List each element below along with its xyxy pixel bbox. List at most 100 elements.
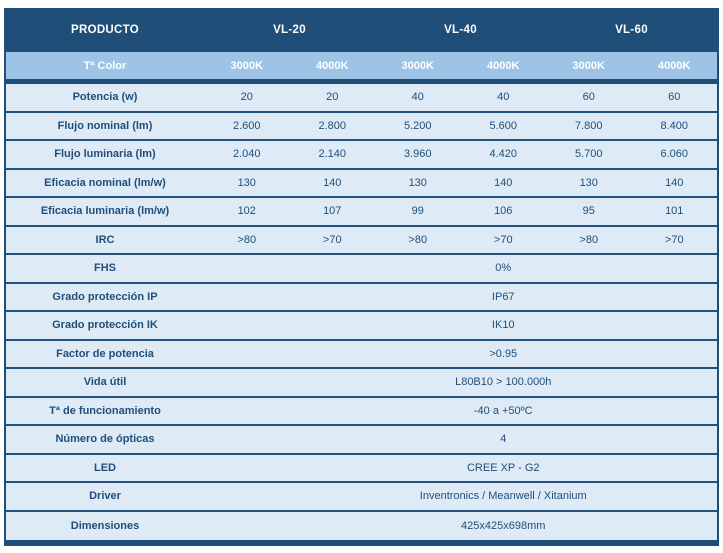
- value-cell: 130: [408, 176, 427, 189]
- spec-row-fhs: FHS 0%: [6, 255, 717, 284]
- row-label: Grado protección IP: [52, 290, 158, 303]
- value-cell: >80: [237, 233, 257, 246]
- value-cell: 40: [497, 91, 510, 104]
- temp-header-cell: 3000K: [230, 59, 263, 72]
- value-cell: 99: [411, 205, 424, 218]
- header-divider: [6, 79, 717, 84]
- row-label: Grado protección IK: [52, 319, 158, 332]
- merged-value-cell: 4: [500, 433, 507, 446]
- value-cell: 5.700: [574, 148, 603, 161]
- value-cell: 140: [323, 176, 342, 189]
- table-header-row: PRODUCTO VL-20 VL-40 VL-60: [6, 8, 717, 52]
- temp-header-cell: 3000K: [572, 59, 605, 72]
- row-label: Flujo luminaria (lm): [54, 148, 156, 161]
- row-label: Eficacia nominal (lm/w): [44, 176, 166, 189]
- product-vl20-header: VL-20: [273, 24, 306, 36]
- row-label: Flujo nominal (lm): [57, 119, 153, 132]
- value-cell: 130: [579, 176, 598, 189]
- value-cell: 6.060: [660, 148, 689, 161]
- temp-color-label: Tª Color: [83, 59, 127, 72]
- spec-row-numero-opticas: Número de ópticas 4: [6, 426, 717, 455]
- table-bottom-border: [6, 540, 717, 546]
- value-cell: 2.040: [232, 148, 261, 161]
- spec-row-potencia: Potencia (w) 20 20 40 40 60 60: [6, 84, 717, 113]
- value-cell: 140: [665, 176, 684, 189]
- value-cell: >70: [493, 233, 513, 246]
- value-cell: 3.960: [403, 148, 432, 161]
- row-label: Potencia (w): [72, 91, 138, 104]
- spec-row-flujo-luminaria: Flujo luminaria (lm) 2.040 2.140 3.960 4…: [6, 141, 717, 170]
- spec-row-grado-proteccion-ip: Grado protección IP IP67: [6, 283, 717, 312]
- spacer-cell: [204, 398, 290, 425]
- spec-row-led: LED CREE XP - G2: [6, 454, 717, 483]
- value-cell: 2.600: [232, 119, 261, 132]
- value-cell: 5.600: [489, 119, 518, 132]
- value-cell: 102: [237, 205, 256, 218]
- spec-row-vida-util: Vida útil L80B10 > 100.000h: [6, 369, 717, 398]
- value-cell: 60: [668, 91, 681, 104]
- spacer-cell: [204, 284, 290, 311]
- value-cell: 95: [582, 205, 595, 218]
- merged-value-cell: CREE XP - G2: [466, 461, 540, 474]
- value-cell: >70: [664, 233, 684, 246]
- value-cell: 2.800: [318, 119, 347, 132]
- value-cell: 101: [665, 205, 684, 218]
- merged-value-cell: Inventronics / Meanwell / Xitanium: [419, 490, 587, 503]
- row-label: FHS: [94, 262, 116, 275]
- value-cell: 107: [323, 205, 342, 218]
- row-label: Tª de funcionamiento: [49, 404, 161, 417]
- temp-header-cell: 4000K: [658, 59, 691, 72]
- row-label: Número de ópticas: [55, 433, 155, 446]
- value-cell: 7.800: [574, 119, 603, 132]
- spacer-cell: [204, 255, 290, 282]
- spec-row-driver: Driver Inventronics / Meanwell / Xitaniu…: [6, 483, 717, 512]
- row-label: Driver: [89, 490, 121, 503]
- value-cell: 20: [240, 91, 253, 104]
- spec-row-grado-proteccion-ik: Grado protección IK IK10: [6, 312, 717, 341]
- spec-row-eficacia-nominal: Eficacia nominal (lm/w) 130 140 130 140 …: [6, 169, 717, 198]
- value-cell: 106: [494, 205, 513, 218]
- row-label: Dimensiones: [70, 519, 140, 532]
- row-label: Vida útil: [83, 376, 127, 389]
- spacer-cell: [204, 341, 290, 368]
- spec-row-factor-potencia: Factor de potencia >0.95: [6, 340, 717, 369]
- producto-header-cell: PRODUCTO: [71, 24, 139, 36]
- spec-row-temp-funcionamiento: Tª de funcionamiento -40 a +50ºC: [6, 397, 717, 426]
- value-cell: 130: [237, 176, 256, 189]
- value-cell: >80: [408, 233, 428, 246]
- value-cell: >70: [322, 233, 342, 246]
- value-cell: 8.400: [660, 119, 689, 132]
- value-cell: 2.140: [318, 148, 347, 161]
- value-cell: 20: [326, 91, 339, 104]
- row-label: IRC: [95, 233, 115, 246]
- spacer-cell: [204, 455, 290, 482]
- row-label: Factor de potencia: [56, 347, 154, 360]
- value-cell: 60: [582, 91, 595, 104]
- merged-value-cell: IP67: [491, 290, 515, 303]
- value-cell: 40: [411, 91, 424, 104]
- temp-header-cell: 3000K: [401, 59, 434, 72]
- merged-value-cell: L80B10 > 100.000h: [455, 376, 552, 389]
- row-label: LED: [94, 461, 116, 474]
- value-cell: 5.200: [403, 119, 432, 132]
- temp-color-header-row: Tª Color 3000K 4000K 3000K 4000K 3000K 4…: [6, 52, 717, 79]
- merged-value-cell: IK10: [491, 319, 515, 332]
- product-spec-table: PRODUCTO VL-20 VL-40 VL-60 Tª Color 3000…: [4, 8, 719, 546]
- spec-row-irc: IRC >80 >70 >80 >70 >80 >70: [6, 226, 717, 255]
- merged-value-cell: >0.95: [489, 347, 518, 360]
- spacer-cell: [204, 512, 290, 541]
- row-label: Eficacia luminaria (lm/w): [40, 205, 170, 218]
- product-vl60-header: VL-60: [615, 24, 648, 36]
- spacer-cell: [204, 426, 290, 453]
- value-cell: 4.420: [489, 148, 518, 161]
- spec-row-flujo-nominal: Flujo nominal (lm) 2.600 2.800 5.200 5.6…: [6, 112, 717, 141]
- merged-value-cell: -40 a +50ºC: [473, 404, 533, 417]
- spec-row-eficacia-luminaria: Eficacia luminaria (lm/w) 102 107 99 106…: [6, 198, 717, 227]
- value-cell: >80: [579, 233, 599, 246]
- temp-header-cell: 4000K: [487, 59, 520, 72]
- merged-value-cell: 0%: [495, 262, 512, 275]
- spacer-cell: [204, 369, 290, 396]
- spacer-cell: [204, 312, 290, 339]
- spec-row-dimensiones: Dimensiones 425x425x698mm: [6, 511, 717, 541]
- temp-header-cell: 4000K: [316, 59, 349, 72]
